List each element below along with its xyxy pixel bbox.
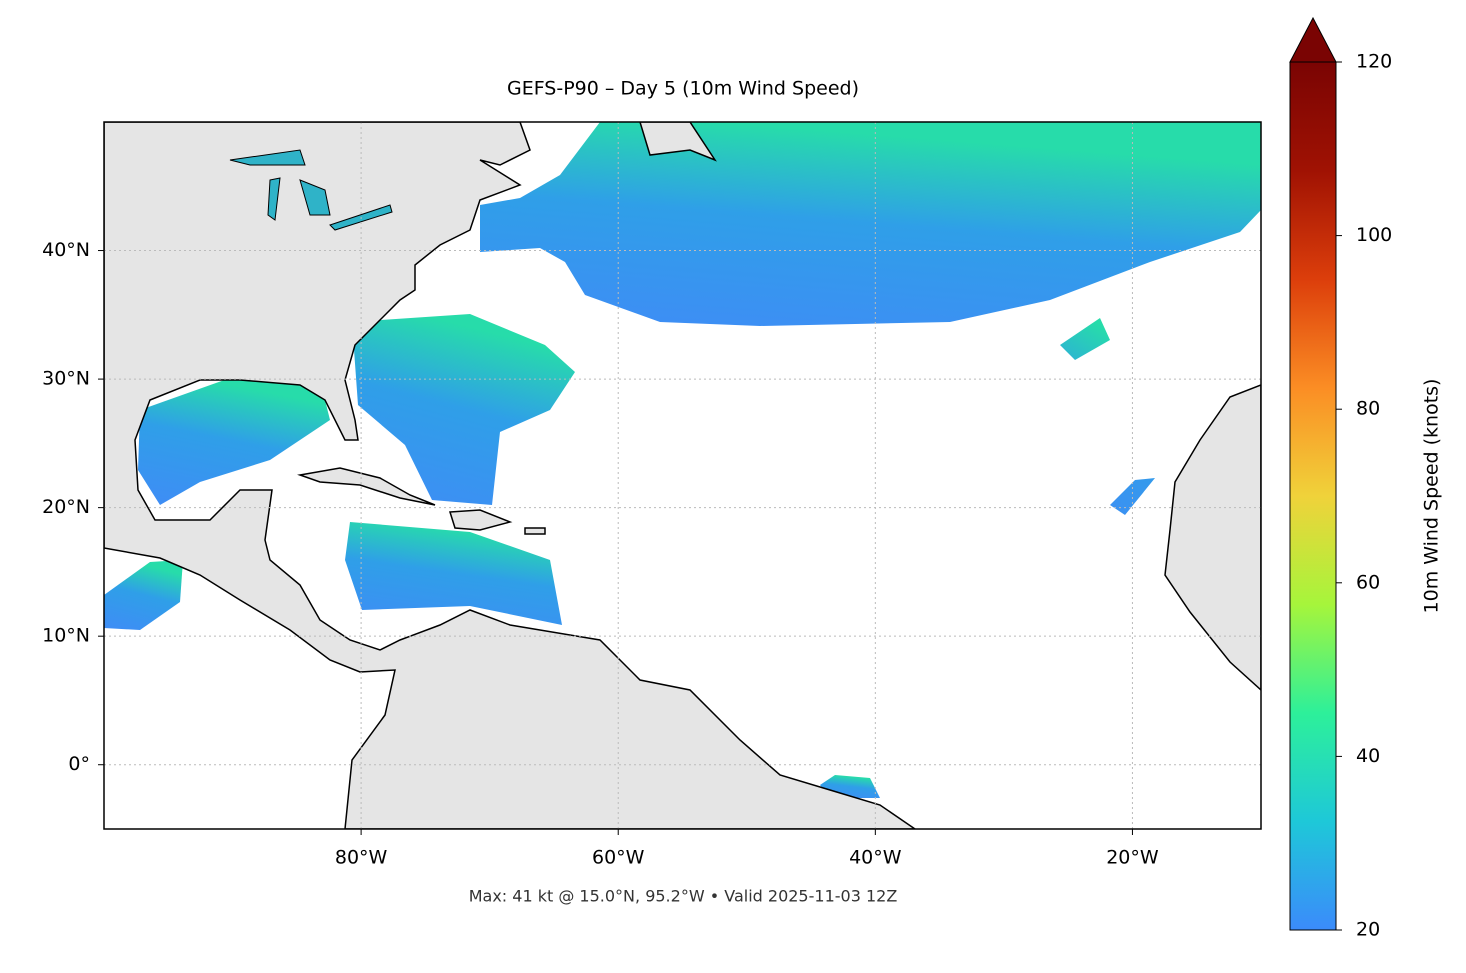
y-tick-label: 20°N — [42, 496, 90, 518]
puerto-rico — [524, 527, 546, 535]
x-tick-label: 60°W — [592, 847, 645, 869]
africa — [1164, 384, 1261, 692]
great-lakes — [229, 149, 393, 231]
y-tick-label: 0° — [68, 753, 90, 775]
colorbar: 20 40 60 80 100 120 — [1289, 16, 1392, 941]
colorbar-extend — [1289, 16, 1337, 63]
x-tick-label: 40°W — [849, 847, 902, 869]
map-area — [104, 122, 1261, 829]
cuba — [297, 467, 436, 506]
wind-southeast-us — [352, 314, 575, 505]
map-title: GEFS-P90 – Day 5 (10m Wind Speed) — [507, 78, 859, 100]
y-tick-label: 30°N — [42, 368, 90, 390]
land — [104, 122, 1261, 829]
wind-east-atlantic — [1060, 318, 1155, 515]
colorbar-tick-label: 60 — [1356, 571, 1380, 593]
wind-field — [104, 122, 1261, 798]
graticule: 80°W 60°W 40°W 20°W 0° 10°N 20°N 30°N 40°N — [42, 122, 1261, 869]
wind-north-atlantic — [480, 122, 1261, 326]
colorbar-tick-label: 20 — [1356, 919, 1380, 941]
map-frame — [103, 121, 1262, 830]
wind-caribbean — [345, 522, 562, 625]
colorbar-scale — [1289, 61, 1337, 931]
hispaniola — [449, 509, 513, 531]
y-tick-label: 10°N — [42, 625, 90, 647]
x-tick-label: 20°W — [1106, 847, 1159, 869]
x-tick-label: 80°W — [335, 847, 388, 869]
colorbar-tick-label: 80 — [1356, 398, 1380, 420]
colorbar-tick-label: 120 — [1356, 51, 1392, 73]
wind-pacific — [104, 560, 183, 630]
newfoundland — [639, 122, 717, 162]
wind-gulf — [138, 378, 330, 505]
annotation: Max: 41 kt @ 15.0°N, 95.2°W • Valid 2025… — [469, 887, 898, 906]
colorbar-tick-label: 100 — [1356, 224, 1392, 246]
y-tick-label: 40°N — [42, 239, 90, 261]
colorbar-label: 10m Wind Speed (knots) — [1421, 379, 1443, 614]
americas — [104, 122, 917, 829]
colorbar-tick-label: 40 — [1356, 745, 1380, 767]
